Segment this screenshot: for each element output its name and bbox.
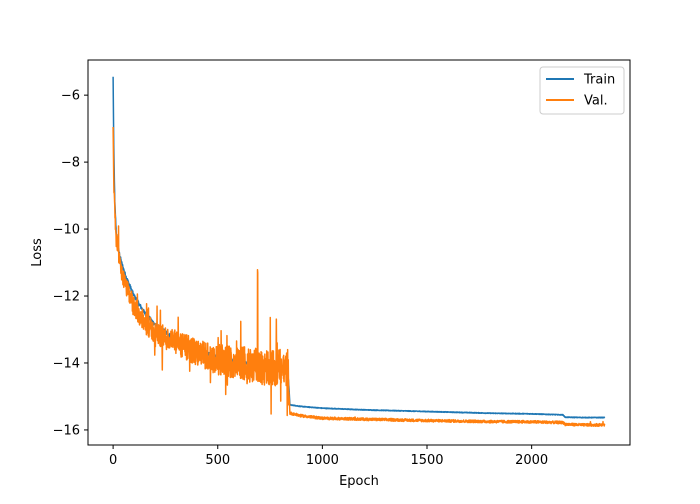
y-tick-label: −14 <box>53 356 80 371</box>
y-axis-label: Loss <box>30 238 45 267</box>
y-tick-label: −8 <box>61 156 80 171</box>
series-line-train <box>112 76 606 419</box>
legend: Train Val. <box>539 66 625 115</box>
x-tick-label: 0 <box>109 453 117 468</box>
series-line-val <box>112 126 606 427</box>
plot-frame <box>87 59 631 446</box>
y-tick-label: −10 <box>53 223 80 238</box>
y-axis-ticks: −6 −8 −10 −12 −14 −16 <box>53 89 88 438</box>
legend-label-train: Train <box>583 73 615 88</box>
y-tick-label: −6 <box>61 89 80 104</box>
x-tick-label: 2000 <box>515 453 548 468</box>
x-tick-label: 500 <box>205 453 230 468</box>
x-axis-ticks: 0 500 1000 1500 2000 <box>109 445 548 468</box>
x-tick-label: 1500 <box>410 453 443 468</box>
legend-label-val: Val. <box>584 94 608 109</box>
x-tick-label: 1000 <box>306 453 339 468</box>
y-tick-label: −16 <box>53 423 80 438</box>
x-axis-label: Epoch <box>339 474 379 489</box>
y-tick-label: −12 <box>53 290 80 305</box>
series-layer <box>112 76 606 427</box>
